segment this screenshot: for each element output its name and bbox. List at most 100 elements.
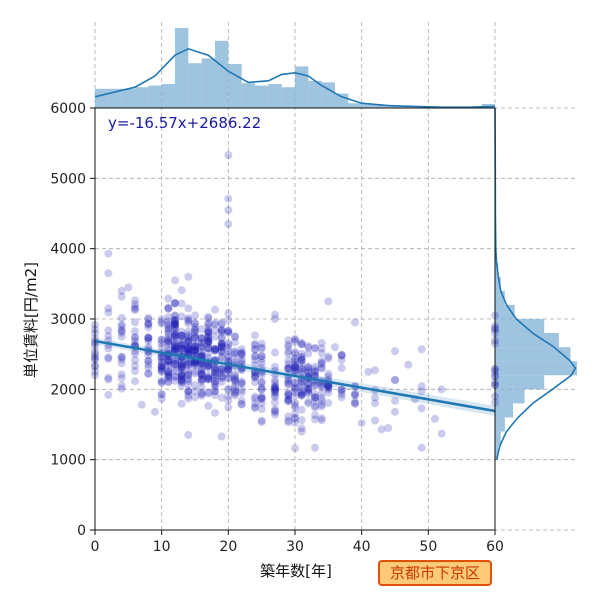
scatter-point — [311, 380, 319, 389]
scatter-point — [197, 375, 206, 384]
scatter-point — [164, 355, 173, 364]
scatter-point — [231, 388, 239, 397]
scatter-point — [257, 418, 266, 427]
scatter-point — [251, 352, 259, 361]
scatter-point — [257, 383, 266, 392]
scatter-point — [211, 344, 219, 353]
scatter-point — [337, 385, 346, 394]
scatter-point — [157, 363, 166, 372]
scatter-point — [197, 370, 206, 379]
scatter-point — [211, 368, 219, 377]
scatter-point — [417, 382, 426, 391]
scatter-point — [297, 390, 306, 399]
scatter-point — [324, 384, 333, 393]
scatter-point — [171, 343, 179, 352]
scatter-point — [197, 388, 206, 397]
scatter-point — [284, 342, 293, 351]
scatter-point — [311, 393, 319, 402]
scatter-point — [157, 353, 166, 362]
scatter-point — [391, 407, 399, 416]
scatter-point — [211, 345, 219, 354]
scatter-point — [224, 385, 233, 394]
y-histogram-bar — [495, 319, 545, 334]
x-tick-label: 20 — [219, 539, 237, 555]
scatter-point — [177, 344, 186, 353]
scatter-point — [184, 343, 193, 352]
scatter-point — [191, 369, 199, 378]
scatter-point — [191, 342, 199, 351]
scatter-point — [204, 344, 213, 353]
scatter-point — [157, 390, 166, 399]
scatter-point — [337, 356, 346, 365]
scatter-point — [131, 377, 139, 386]
scatter-point — [304, 343, 313, 352]
scatter-point — [417, 404, 426, 413]
scatter-point — [197, 359, 206, 368]
scatter-point — [164, 372, 173, 381]
scatter-point — [204, 334, 213, 343]
scatter-point — [224, 351, 233, 360]
scatter-point — [184, 371, 193, 380]
scatter-point — [171, 333, 179, 342]
scatter-point — [297, 340, 306, 349]
scatter-point — [231, 381, 239, 390]
scatter-point — [311, 403, 319, 412]
scatter-point — [171, 364, 179, 373]
scatter-point — [237, 388, 246, 397]
scatter-point — [311, 415, 319, 424]
scatter-point — [317, 360, 326, 369]
scatter-point — [224, 327, 233, 336]
scatter-point — [117, 374, 126, 383]
scatter-point — [184, 387, 193, 396]
scatter-point — [177, 331, 186, 340]
scatter-point — [371, 366, 379, 375]
scatter-point — [191, 393, 199, 402]
scatter-point — [257, 416, 266, 425]
scatter-point — [251, 372, 259, 381]
scatter-point — [351, 390, 359, 399]
scatter-point — [157, 366, 166, 375]
regression-equation: y=-16.57x+2686.22 — [108, 114, 261, 132]
scatter-point — [191, 345, 199, 354]
scatter-point — [164, 356, 173, 365]
scatter-point — [177, 370, 186, 379]
scatter-point — [311, 362, 319, 371]
scatter-point — [117, 322, 126, 331]
scatter-point — [297, 349, 306, 358]
scatter-point — [177, 381, 186, 390]
scatter-point — [304, 362, 313, 371]
scatter-point — [284, 396, 293, 405]
scatter-point — [257, 355, 266, 364]
scatter-point — [197, 342, 206, 351]
scatter-point — [191, 387, 199, 396]
scatter-point — [291, 348, 299, 357]
scatter-point — [211, 377, 219, 386]
scatter-point — [184, 388, 193, 397]
scatter-point — [177, 377, 186, 386]
scatter-point — [177, 363, 186, 372]
scatter-point — [251, 392, 259, 401]
scatter-point — [197, 383, 206, 392]
scatter-point — [231, 354, 239, 363]
scatter-point — [391, 375, 399, 384]
scatter-point — [237, 396, 246, 405]
scatter-point — [177, 360, 186, 369]
scatter-point — [291, 357, 299, 366]
scatter-point — [271, 391, 279, 400]
scatter-point — [291, 367, 299, 376]
scatter-point — [191, 341, 199, 350]
scatter-point — [311, 365, 319, 374]
scatter-point — [317, 396, 326, 405]
scatter-point — [431, 414, 439, 423]
scatter-point — [237, 379, 246, 388]
scatter-point — [304, 349, 313, 358]
x-tick-label: 10 — [153, 539, 171, 555]
scatter-point — [257, 358, 266, 367]
scatter-point — [164, 340, 173, 349]
scatter-point — [184, 337, 193, 346]
scatter-point — [351, 390, 359, 399]
scatter-point — [251, 339, 259, 348]
scatter-point — [204, 327, 213, 336]
scatter-point — [144, 333, 153, 342]
scatter-point — [237, 379, 246, 388]
